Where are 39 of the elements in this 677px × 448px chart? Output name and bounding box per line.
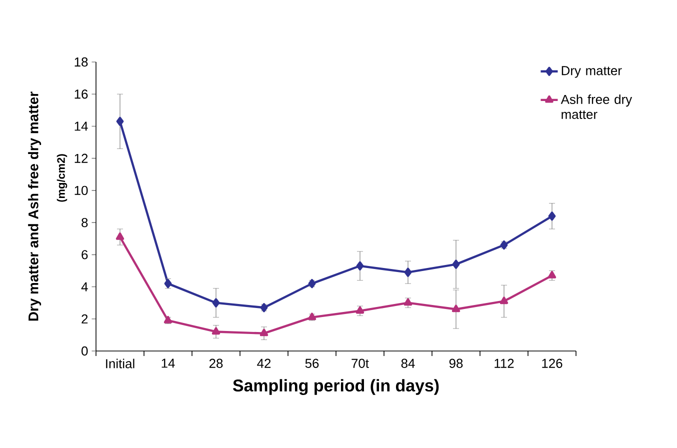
point	[116, 116, 124, 126]
y-tick-label: 18	[74, 57, 88, 67]
x-tick-label: 70t	[352, 358, 369, 368]
point	[548, 212, 556, 221]
point	[452, 260, 460, 269]
y-tick-label: 4	[81, 282, 88, 292]
y-tick-label: 10	[74, 186, 88, 196]
point	[548, 270, 556, 278]
text: (mg/cm2)	[56, 154, 68, 202]
x-tick-label: 126	[542, 358, 562, 368]
legend-label: Dry matter	[562, 66, 622, 78]
point	[500, 296, 508, 304]
y-tick-label: 16	[74, 90, 88, 99]
y-tick-label: 8	[82, 218, 88, 228]
point	[212, 327, 220, 335]
y-tick-label: 2	[82, 314, 88, 324]
point	[452, 304, 460, 312]
x-tick-label: 14	[162, 358, 175, 368]
x-tick-label: Initial	[106, 358, 134, 368]
legend-label: Ash free dry matter	[560, 94, 632, 119]
x-tick-label: 28	[209, 358, 223, 368]
point	[260, 328, 268, 336]
y-tick-label: 0	[82, 346, 88, 356]
x-tick-label: 84	[401, 358, 415, 368]
x-tick-label: 56	[305, 358, 319, 368]
point	[356, 261, 364, 270]
y-tick-label: 12	[74, 154, 88, 163]
y-tick-label: 14	[74, 122, 88, 131]
point	[212, 298, 220, 308]
point	[404, 268, 412, 277]
y-tick-label: 6	[82, 250, 88, 260]
point	[404, 298, 412, 306]
point	[356, 306, 364, 314]
x-tick-label: 98	[449, 358, 463, 368]
y-axis-title: Dry matter and Ash free dry matter	[28, 92, 42, 321]
x-tick-label: 42	[257, 358, 271, 368]
point	[116, 232, 124, 240]
x-axis-title: Sampling period (in days)	[232, 379, 439, 395]
x-tick-label: 112	[494, 358, 514, 368]
